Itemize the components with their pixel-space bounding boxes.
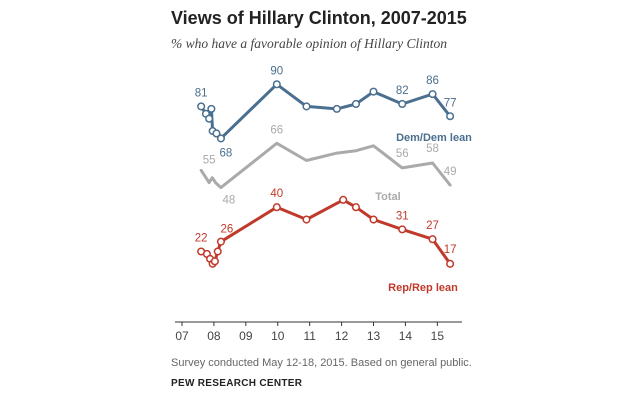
data-label: 22 bbox=[195, 232, 208, 244]
data-point bbox=[272, 80, 281, 89]
data-label: 27 bbox=[426, 220, 439, 232]
data-label: 82 bbox=[396, 85, 409, 97]
data-label: 81 bbox=[195, 87, 208, 99]
data-point bbox=[428, 235, 437, 244]
data-point bbox=[216, 134, 225, 143]
data-point bbox=[446, 112, 455, 121]
data-point bbox=[351, 203, 361, 212]
data-point bbox=[210, 257, 219, 266]
data-label: 58 bbox=[426, 143, 439, 155]
data-label: 56 bbox=[396, 148, 409, 160]
chart-subtitle: % who have a favorable opinion of Hillar… bbox=[171, 36, 447, 51]
data-point bbox=[339, 195, 348, 204]
chart-title: Views of Hillary Clinton, 2007-2015 bbox=[171, 8, 467, 28]
x-tick-label: 15 bbox=[431, 329, 445, 343]
data-point bbox=[197, 102, 206, 111]
data-label: 40 bbox=[270, 188, 283, 200]
data-point bbox=[428, 90, 437, 99]
source-credit: PEW RESEARCH CENTER bbox=[171, 378, 303, 389]
series-line-2 bbox=[199, 198, 452, 266]
data-point bbox=[398, 225, 407, 234]
series-label: Dem/Dem lean bbox=[396, 132, 472, 144]
x-tick-label: 14 bbox=[399, 329, 413, 343]
x-tick-label: 12 bbox=[335, 329, 349, 343]
series-label: Total bbox=[375, 191, 400, 203]
x-tick-label: 10 bbox=[271, 329, 285, 343]
x-tick-label: 08 bbox=[207, 329, 221, 343]
data-label: 31 bbox=[396, 210, 409, 222]
data-label: 77 bbox=[444, 97, 457, 109]
x-tick-label: 11 bbox=[303, 329, 316, 343]
data-point bbox=[369, 215, 378, 224]
data-label: 49 bbox=[444, 166, 457, 178]
data-point bbox=[272, 203, 281, 212]
data-point bbox=[332, 104, 341, 113]
x-tick-label: 07 bbox=[175, 329, 189, 343]
data-label: 48 bbox=[223, 195, 236, 207]
data-label: 86 bbox=[426, 75, 439, 87]
data-point bbox=[398, 99, 407, 109]
data-point bbox=[205, 114, 214, 123]
data-point bbox=[446, 259, 455, 268]
data-label: 68 bbox=[220, 147, 233, 159]
data-label: 66 bbox=[270, 124, 283, 136]
data-label: 17 bbox=[444, 244, 457, 256]
series-label: Rep/Rep lean bbox=[388, 282, 458, 294]
data-point bbox=[369, 87, 378, 96]
data-point bbox=[216, 237, 225, 246]
data-point bbox=[302, 215, 311, 224]
x-tick-label: 09 bbox=[239, 329, 253, 343]
data-point bbox=[207, 104, 216, 113]
data-label: 55 bbox=[203, 154, 216, 166]
data-label: 90 bbox=[270, 65, 283, 77]
series-line-1 bbox=[199, 141, 452, 190]
data-point bbox=[351, 99, 361, 109]
survey-note: Survey conducted May 12-18, 2015. Based … bbox=[171, 357, 472, 369]
data-point bbox=[213, 247, 222, 256]
data-label: 26 bbox=[221, 224, 234, 236]
data-point bbox=[212, 129, 221, 138]
series-line-0 bbox=[199, 82, 452, 140]
data-point bbox=[302, 102, 311, 111]
x-tick-label: 13 bbox=[367, 329, 381, 343]
